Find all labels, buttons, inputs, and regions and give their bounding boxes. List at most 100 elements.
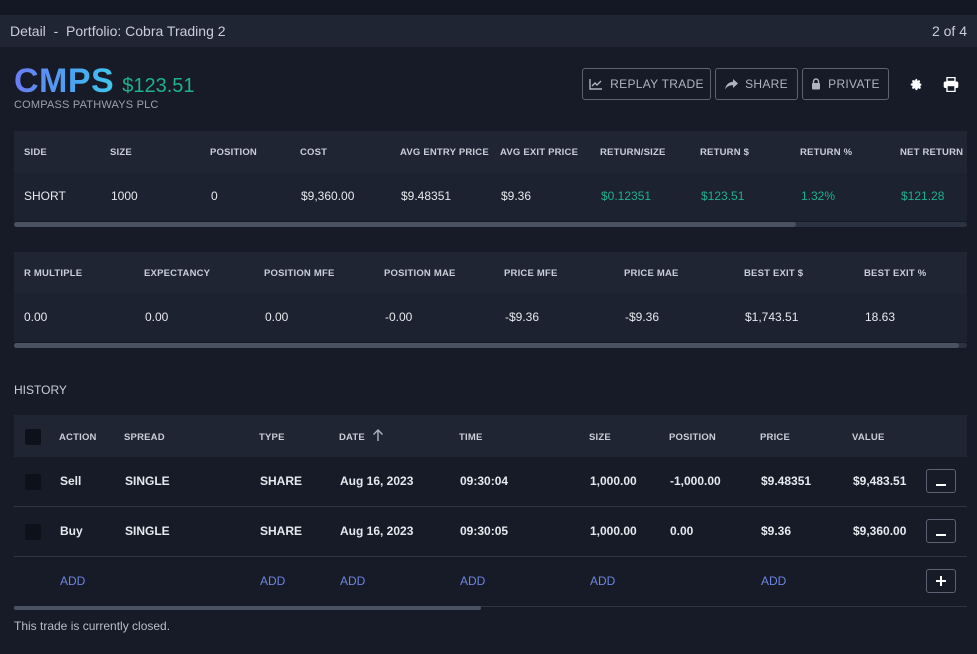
col-r-multiple: R MULTIPLE: [24, 268, 83, 279]
val-avg-exit: $9.36: [501, 189, 532, 203]
col-cost: COST: [300, 147, 328, 158]
col-position: POSITION: [210, 147, 257, 158]
gear-icon[interactable]: [906, 74, 926, 94]
company-name: COMPASS PATHWAYS PLC: [14, 99, 159, 111]
history-table: ACTION SPREAD TYPE DATE TIME SIZE POSITI…: [14, 415, 967, 607]
ticker-symbol: CMPS: [14, 62, 115, 100]
history-scrollbar-thumb[interactable]: [14, 606, 481, 610]
val-price-mfe: -$9.36: [505, 310, 540, 324]
print-icon[interactable]: [941, 74, 961, 94]
cell-value: $9,483.51: [853, 474, 907, 488]
col-date[interactable]: DATE: [339, 432, 365, 443]
sort-arrow-up-icon[interactable]: [372, 429, 384, 447]
cell-action: Buy: [60, 524, 83, 538]
trade-metrics-header: [14, 252, 967, 294]
cell-date: Aug 16, 2023: [340, 524, 414, 538]
add-time-link[interactable]: ADD: [460, 574, 486, 588]
col-size: SIZE: [110, 147, 132, 158]
val-position-mfe: 0.00: [265, 310, 289, 324]
ticker-return: $123.51: [122, 75, 195, 97]
col-expectancy: EXPECTANCY: [144, 268, 211, 279]
cell-spread: SINGLE: [125, 524, 170, 538]
add-size-link[interactable]: ADD: [590, 574, 616, 588]
cell-size: 1,000.00: [590, 524, 637, 538]
add-price-link[interactable]: ADD: [761, 574, 787, 588]
val-avg-entry: $9.48351: [401, 189, 452, 203]
col-size: SIZE: [589, 432, 611, 443]
val-return-size: $0.12351: [601, 189, 652, 203]
cell-date: Aug 16, 2023: [340, 474, 414, 488]
val-net-return: $121.28: [901, 189, 945, 203]
chart-line-icon: [589, 78, 603, 90]
minus-icon: [936, 524, 946, 539]
remove-row-button[interactable]: [926, 469, 956, 493]
history-label: HISTORY: [14, 383, 67, 397]
minus-icon: [936, 474, 946, 489]
col-price: PRICE: [760, 432, 791, 443]
cell-position: 0.00: [670, 524, 694, 538]
cell-price: $9.48351: [761, 474, 812, 488]
plus-icon: [936, 574, 946, 589]
cell-time: 09:30:04: [460, 474, 509, 488]
add-date-link[interactable]: ADD: [340, 574, 366, 588]
val-best-exit-dollar: $1,743.51: [745, 310, 799, 324]
cell-price: $9.36: [761, 524, 792, 538]
row-checkbox[interactable]: [25, 524, 41, 540]
row-checkbox[interactable]: [25, 474, 41, 490]
val-r-multiple: 0.00: [24, 310, 48, 324]
add-row: ADD ADD ADD ADD ADD ADD: [14, 557, 967, 607]
add-action-link[interactable]: ADD: [60, 574, 86, 588]
col-time: TIME: [459, 432, 483, 443]
add-row-button[interactable]: [926, 569, 956, 593]
private-label: PRIVATE: [828, 77, 880, 91]
cell-type: SHARE: [260, 524, 303, 538]
pager: 2 of 4: [931, 23, 967, 39]
cell-action: Sell: [60, 474, 82, 488]
summary-scrollbar-thumb[interactable]: [14, 222, 796, 227]
trade-summary-table: SIDE SIZE POSITION COST AVG ENTRY PRICE …: [14, 131, 967, 221]
col-position-mae: POSITION MAE: [384, 268, 456, 279]
val-cost: $9,360.00: [301, 189, 355, 203]
table-row[interactable]: Sell SINGLE SHARE Aug 16, 2023 09:30:04 …: [14, 457, 967, 507]
col-value: VALUE: [852, 432, 885, 443]
val-expectancy: 0.00: [145, 310, 169, 324]
val-side: SHORT: [24, 189, 66, 203]
metrics-scrollbar[interactable]: [14, 343, 967, 348]
private-button[interactable]: PRIVATE: [802, 68, 889, 100]
col-return-size: RETURN/SIZE: [600, 147, 666, 158]
col-avg-exit: AVG EXIT PRICE: [500, 147, 579, 158]
col-side: SIDE: [24, 147, 47, 158]
val-best-exit-pct: 18.63: [865, 310, 896, 324]
summary-scrollbar[interactable]: [14, 222, 967, 227]
metrics-scrollbar-thumb[interactable]: [14, 343, 959, 348]
history-scrollbar[interactable]: [14, 606, 967, 610]
lock-icon: [811, 78, 821, 90]
cell-position: -1,000.00: [670, 474, 721, 488]
col-avg-entry: AVG ENTRY PRICE: [400, 147, 489, 158]
remove-row-button[interactable]: [926, 519, 956, 543]
detail-header: Detail - Portfolio: Cobra Trading 2 2 of…: [0, 15, 977, 47]
cell-value: $9,360.00: [853, 524, 907, 538]
col-return-pct: RETURN %: [800, 147, 853, 158]
val-position-mae: -0.00: [385, 310, 413, 324]
replay-trade-button[interactable]: REPLAY TRADE: [582, 68, 711, 100]
val-position: 0: [211, 189, 218, 203]
table-row[interactable]: Buy SINGLE SHARE Aug 16, 2023 09:30:05 1…: [14, 507, 967, 557]
trade-summary-header: [14, 131, 967, 173]
col-return-dollar: RETURN $: [700, 147, 750, 158]
add-type-link[interactable]: ADD: [260, 574, 286, 588]
col-type: TYPE: [259, 432, 285, 443]
share-button[interactable]: SHARE: [715, 68, 798, 100]
val-return-dollar: $123.51: [701, 189, 745, 203]
val-return-pct: 1.32%: [801, 189, 836, 203]
share-label: SHARE: [745, 77, 788, 91]
history-header: ACTION SPREAD TYPE DATE TIME SIZE POSITI…: [14, 415, 967, 457]
val-size: 1000: [111, 189, 138, 203]
col-position: POSITION: [669, 432, 716, 443]
col-spread: SPREAD: [124, 432, 165, 443]
col-best-exit-pct: BEST EXIT %: [864, 268, 927, 279]
col-best-exit-dollar: BEST EXIT $: [744, 268, 804, 279]
cell-time: 09:30:05: [460, 524, 509, 538]
top-strip: [0, 0, 977, 15]
select-all-checkbox[interactable]: [25, 429, 41, 445]
